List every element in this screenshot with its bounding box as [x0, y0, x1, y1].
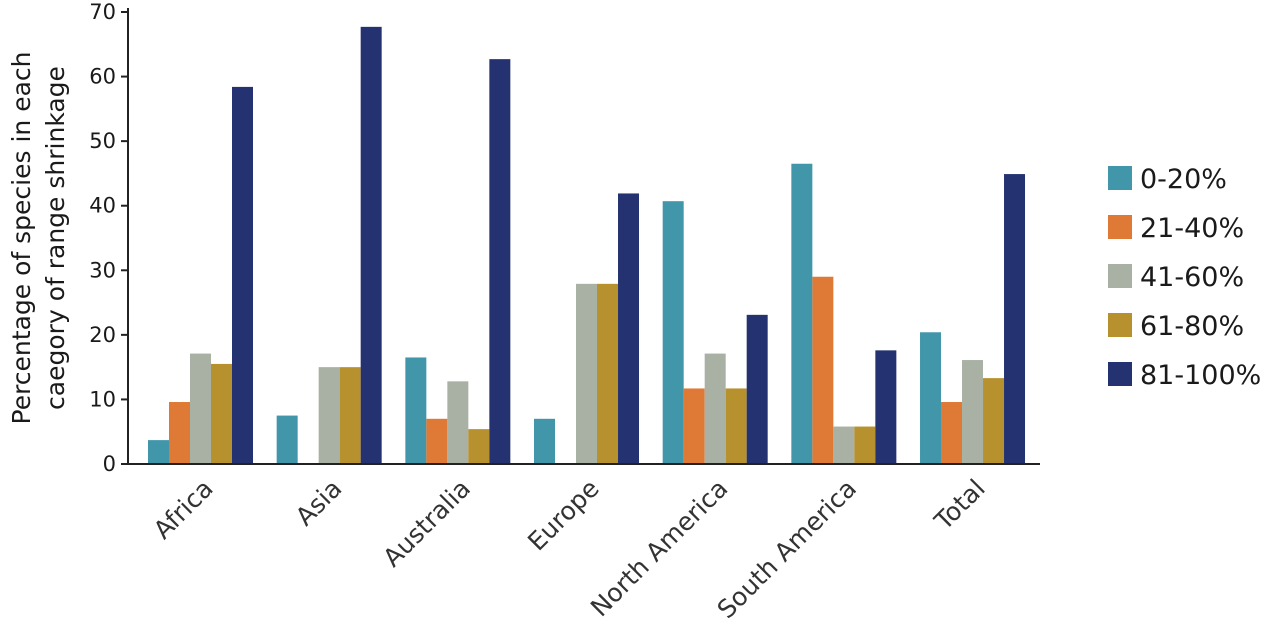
legend-label: 0-20% — [1140, 164, 1227, 195]
y-axis-ticks: 0 10 20 30 40 50 60 70 — [89, 0, 128, 476]
y-tick-label: 10 — [89, 387, 116, 411]
bar — [339, 367, 361, 464]
x-category-label: Asia — [290, 474, 348, 532]
x-category-label: Africa — [148, 474, 219, 545]
bar — [576, 283, 598, 464]
bar — [211, 363, 232, 464]
x-category-label: Australia — [377, 474, 476, 573]
bar — [812, 276, 834, 464]
y-tick-label: 20 — [89, 323, 116, 347]
bar — [618, 193, 640, 464]
legend-label: 61-80% — [1140, 311, 1244, 342]
bar — [148, 440, 169, 464]
bar — [276, 415, 298, 464]
y-tick-label: 70 — [89, 0, 116, 24]
legend-swatch — [1108, 313, 1132, 337]
bar — [169, 402, 190, 464]
bar — [941, 402, 963, 464]
bar — [360, 26, 382, 464]
bars — [148, 26, 1026, 465]
bar — [833, 426, 855, 464]
legend-label: 21-40% — [1140, 213, 1244, 244]
legend-label: 81-100% — [1140, 360, 1261, 391]
bar — [983, 378, 1005, 464]
bar — [447, 381, 469, 464]
bar — [232, 86, 253, 464]
bar — [190, 353, 211, 464]
bar — [1004, 174, 1026, 464]
x-category-label: Total — [928, 474, 991, 537]
y-tick-label: 40 — [89, 194, 116, 218]
y-tick-label: 60 — [89, 65, 116, 89]
bar — [962, 360, 984, 464]
bar — [489, 59, 511, 464]
bar — [318, 367, 340, 464]
bar — [534, 418, 556, 464]
legend-swatch — [1108, 166, 1132, 190]
bar — [405, 357, 427, 464]
bar — [854, 426, 876, 464]
x-category-label: Europe — [522, 474, 605, 557]
legend: 0-20% 21-40% 41-60% 61-80% 81-100% — [1108, 164, 1261, 391]
legend-swatch — [1108, 362, 1132, 386]
y-tick-label: 0 — [103, 452, 116, 476]
legend-swatch — [1108, 215, 1132, 239]
bar — [683, 388, 705, 464]
y-axis-label-line: caegory of range shrinkage — [41, 66, 70, 410]
bar — [791, 163, 813, 464]
x-category-label: North America — [585, 474, 733, 622]
bar — [704, 353, 726, 464]
legend-swatch — [1108, 264, 1132, 288]
y-axis-label: Percentage of species in each caegory of … — [7, 52, 70, 425]
bar — [468, 429, 490, 464]
bar — [725, 388, 747, 464]
bar — [875, 350, 897, 464]
axes — [127, 8, 1040, 465]
y-tick-label: 50 — [89, 129, 116, 153]
bar — [597, 283, 619, 464]
y-axis-label-line: Percentage of species in each — [7, 52, 36, 425]
bar — [426, 418, 448, 464]
x-category-label: South America — [712, 474, 862, 624]
y-tick-label: 30 — [89, 258, 116, 282]
bar — [662, 201, 684, 465]
legend-label: 41-60% — [1140, 262, 1244, 293]
bar — [746, 314, 768, 464]
bar — [920, 332, 942, 464]
